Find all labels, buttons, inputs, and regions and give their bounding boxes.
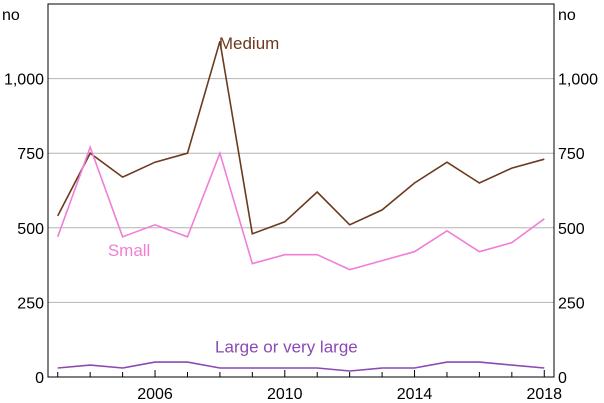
axes: 0 0 250 250 500 500 750 750 1,000 1,000 2006 2010 20… [4,72,598,403]
plot-border [47,3,555,378]
x-tick-label: 2018 [526,386,562,403]
x-tick-label: 2010 [267,386,303,403]
right-unit-label: no [558,7,576,24]
left-unit-label: no [2,7,20,24]
series-label-medium: Medium [219,34,279,53]
y-tick-label-left: 750 [17,146,44,163]
y-tick-label-left: 250 [17,295,44,312]
series-label-large-or-very-large: Large or very large [215,338,358,357]
y-tick-label-right: 1,000 [558,72,598,89]
series-line-small [56,144,545,271]
y-tick-label-left: 0 [35,370,44,387]
series-lines [56,41,545,372]
y-tick-label-right: 500 [558,221,585,238]
series-line-medium [56,41,545,235]
series-labels: Medium Small Large or very large [108,34,358,357]
plot-frame [47,3,555,378]
y-tick-label-left: 500 [17,221,44,238]
y-tick-label-left: 1,000 [4,72,44,89]
y-tick-label-right: 250 [558,295,585,312]
series-label-small: Small [108,241,151,260]
series-line-large-or-very-large [57,361,545,372]
y-tick-label-right: 750 [558,146,585,163]
y-tick-label-right: 0 [558,370,567,387]
x-tick-label: 2014 [397,386,433,403]
x-tick-label: 2006 [137,386,173,403]
gridlines [48,78,554,303]
